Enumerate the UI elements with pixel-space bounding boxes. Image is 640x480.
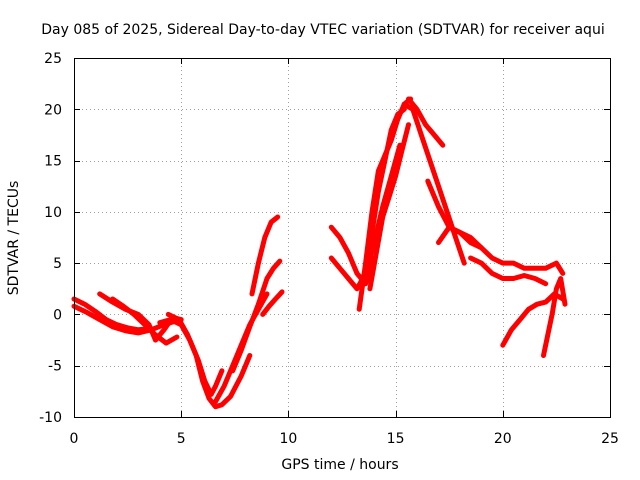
y-tick-label: 0 (53, 307, 62, 323)
plot-area (71, 96, 568, 410)
series-line-15 (367, 122, 411, 292)
series-line-4 (110, 296, 180, 346)
series-line-5 (157, 317, 225, 397)
y-tick-label: 15 (44, 154, 62, 170)
series-line-14 (363, 106, 407, 276)
chart-title: Day 085 of 2025, Sidereal Day-to-day VTE… (41, 22, 604, 38)
series-line-19 (436, 224, 566, 276)
series-line-1 (71, 296, 152, 333)
series-line-12 (328, 224, 377, 287)
series-line-8 (230, 258, 283, 374)
grid (74, 58, 610, 417)
series-line-22 (541, 276, 568, 358)
series-line-6 (165, 311, 253, 410)
y-axis-label: SDTVAR / TECUs (6, 181, 22, 296)
series-line-10 (260, 289, 285, 317)
series-line-16 (401, 101, 467, 266)
x-tick-label: 15 (387, 431, 405, 447)
x-tick-label: 0 (70, 431, 79, 447)
plot-frame (74, 58, 611, 418)
y-tick-label: 25 (44, 51, 62, 67)
x-tick-label: 10 (279, 431, 297, 447)
y-tick-label: 10 (44, 205, 62, 221)
y-tick-label: -10 (39, 410, 62, 426)
x-tick-label: 25 (601, 431, 619, 447)
x-tick-label: 5 (177, 431, 186, 447)
axes: 0 5 10 15 20 25 -10 -5 0 5 10 15 20 25 (39, 51, 619, 447)
x-axis-label: GPS time / hours (281, 457, 398, 473)
y-tick-label: -5 (48, 359, 62, 375)
series-line-20 (468, 255, 549, 287)
y-tick-label: 20 (44, 102, 62, 118)
y-tick-label: 5 (53, 256, 62, 272)
series-line-9 (249, 214, 281, 297)
x-tick-label: 20 (494, 431, 512, 447)
series-line-17 (406, 96, 446, 148)
series-line-2 (71, 303, 180, 336)
